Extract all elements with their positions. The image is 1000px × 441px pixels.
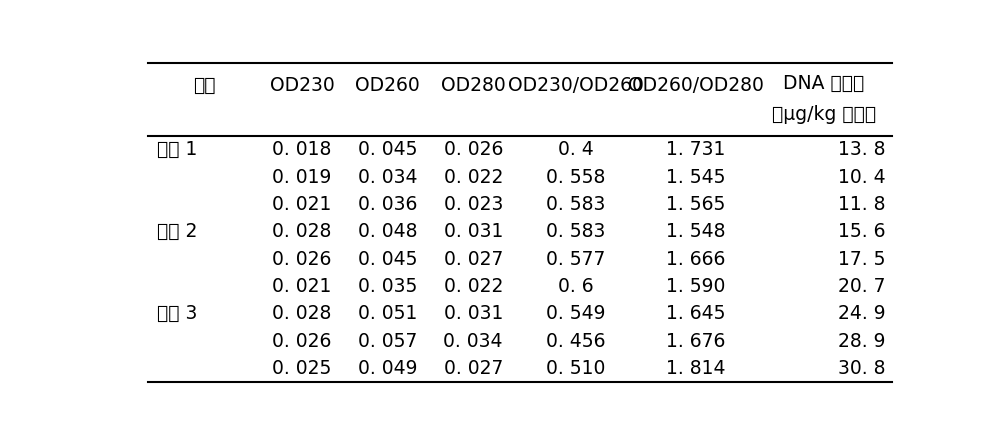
Text: 方法 2: 方法 2: [157, 222, 198, 241]
Text: 0. 049: 0. 049: [358, 359, 417, 378]
Text: 0. 048: 0. 048: [358, 222, 417, 241]
Text: 0. 034: 0. 034: [443, 332, 503, 351]
Text: 0. 021: 0. 021: [272, 277, 332, 296]
Text: 1. 666: 1. 666: [666, 250, 725, 269]
Text: 0. 045: 0. 045: [358, 250, 417, 269]
Text: 0. 021: 0. 021: [272, 195, 332, 214]
Text: 0. 577: 0. 577: [546, 250, 606, 269]
Text: OD230: OD230: [270, 75, 335, 94]
Text: 17. 5: 17. 5: [838, 250, 885, 269]
Text: 方法: 方法: [193, 75, 215, 94]
Text: 0. 023: 0. 023: [444, 195, 503, 214]
Text: （μg/kg 干土）: （μg/kg 干土）: [772, 105, 876, 124]
Text: 13. 8: 13. 8: [838, 140, 885, 159]
Text: 0. 031: 0. 031: [444, 304, 503, 323]
Text: 28. 9: 28. 9: [838, 332, 885, 351]
Text: OD260/OD280: OD260/OD280: [628, 75, 763, 94]
Text: 方法 3: 方法 3: [157, 304, 198, 323]
Text: OD280: OD280: [441, 75, 506, 94]
Text: 0. 4: 0. 4: [558, 140, 594, 159]
Text: 0. 025: 0. 025: [272, 359, 332, 378]
Text: 1. 565: 1. 565: [666, 195, 725, 214]
Text: OD260: OD260: [355, 75, 420, 94]
Text: 0. 583: 0. 583: [546, 222, 606, 241]
Text: 1. 676: 1. 676: [666, 332, 725, 351]
Text: 0. 022: 0. 022: [444, 168, 503, 187]
Text: OD230/OD260: OD230/OD260: [508, 75, 644, 94]
Text: 1. 545: 1. 545: [666, 168, 725, 187]
Text: 0. 035: 0. 035: [358, 277, 417, 296]
Text: 30. 8: 30. 8: [838, 359, 885, 378]
Text: 1. 814: 1. 814: [666, 359, 725, 378]
Text: 0. 027: 0. 027: [444, 359, 503, 378]
Text: 0. 051: 0. 051: [358, 304, 417, 323]
Text: 0. 036: 0. 036: [358, 195, 417, 214]
Text: 0. 031: 0. 031: [444, 222, 503, 241]
Text: 0. 583: 0. 583: [546, 195, 606, 214]
Text: 0. 028: 0. 028: [272, 304, 332, 323]
Text: 0. 026: 0. 026: [272, 332, 332, 351]
Text: 0. 510: 0. 510: [546, 359, 606, 378]
Text: 0. 6: 0. 6: [558, 277, 594, 296]
Text: 0. 057: 0. 057: [358, 332, 417, 351]
Text: 0. 045: 0. 045: [358, 140, 417, 159]
Text: 0. 018: 0. 018: [272, 140, 332, 159]
Text: 0. 549: 0. 549: [546, 304, 606, 323]
Text: 1. 548: 1. 548: [666, 222, 725, 241]
Text: 0. 028: 0. 028: [272, 222, 332, 241]
Text: 0. 558: 0. 558: [546, 168, 606, 187]
Text: 15. 6: 15. 6: [838, 222, 885, 241]
Text: 1. 645: 1. 645: [666, 304, 725, 323]
Text: 0. 027: 0. 027: [444, 250, 503, 269]
Text: 0. 456: 0. 456: [546, 332, 606, 351]
Text: DNA 提取量: DNA 提取量: [783, 74, 864, 93]
Text: 0. 034: 0. 034: [358, 168, 417, 187]
Text: 0. 026: 0. 026: [444, 140, 503, 159]
Text: 10. 4: 10. 4: [838, 168, 885, 187]
Text: 方法 1: 方法 1: [157, 140, 198, 159]
Text: 11. 8: 11. 8: [838, 195, 885, 214]
Text: 1. 731: 1. 731: [666, 140, 725, 159]
Text: 1. 590: 1. 590: [666, 277, 725, 296]
Text: 24. 9: 24. 9: [838, 304, 885, 323]
Text: 0. 019: 0. 019: [272, 168, 332, 187]
Text: 20. 7: 20. 7: [838, 277, 885, 296]
Text: 0. 022: 0. 022: [444, 277, 503, 296]
Text: 0. 026: 0. 026: [272, 250, 332, 269]
